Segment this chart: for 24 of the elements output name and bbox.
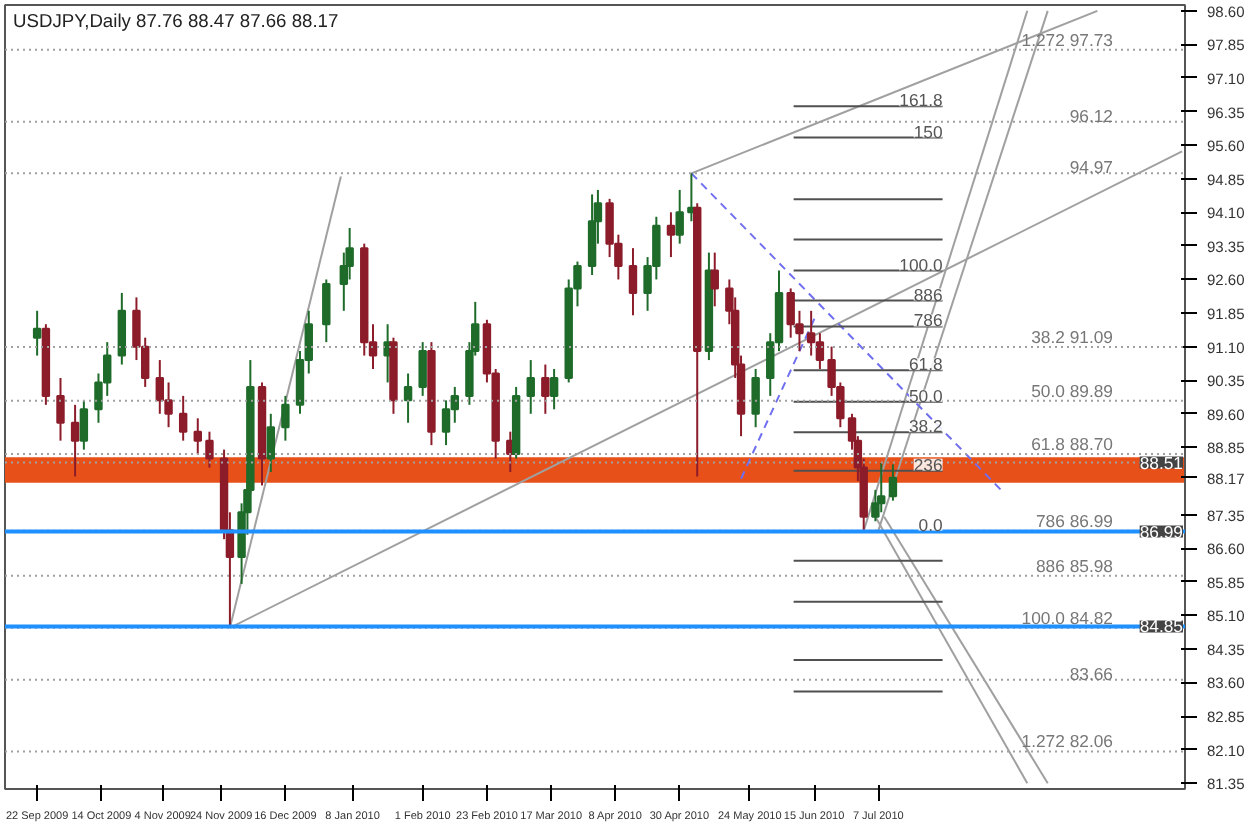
annotation: 236 [913, 454, 943, 475]
annotation: 886 [913, 284, 943, 305]
annotation: 86.99 [1139, 521, 1184, 542]
annotation: 0.0 [918, 514, 943, 535]
ref-line-label: 94.97 [1069, 157, 1114, 178]
annotation: 100.0 [899, 254, 943, 275]
annotation: 50.0 [908, 385, 943, 406]
ref-line-label: 83.66 [1069, 663, 1114, 684]
annotation: 150 [913, 121, 943, 142]
annotation: 88.51 [1139, 452, 1184, 473]
ref-line-label: 38.2 91.09 [1031, 327, 1114, 348]
annotation: 38.2 [908, 416, 943, 437]
chart-title: USDJPY,Daily 87.76 88.47 87.66 88.17 [13, 11, 339, 31]
ref-line-label: 50.0 89.89 [1031, 380, 1114, 401]
annotation: 61.8 [908, 354, 943, 375]
ref-line-label: 96.12 [1069, 105, 1114, 126]
ref-line-label: 886 85.98 [1035, 555, 1114, 576]
ref-line-label: 1.272 82.06 [1021, 731, 1114, 752]
ref-line-label: 61.8 88.70 [1031, 434, 1114, 455]
annotation: 84.85 [1139, 616, 1184, 637]
annotation: 786 [913, 310, 943, 331]
annotation: 161.8 [899, 90, 943, 111]
ref-line-label: 786 86.99 [1035, 510, 1114, 531]
ref-line-label: 100.0 84.82 [1021, 607, 1114, 628]
